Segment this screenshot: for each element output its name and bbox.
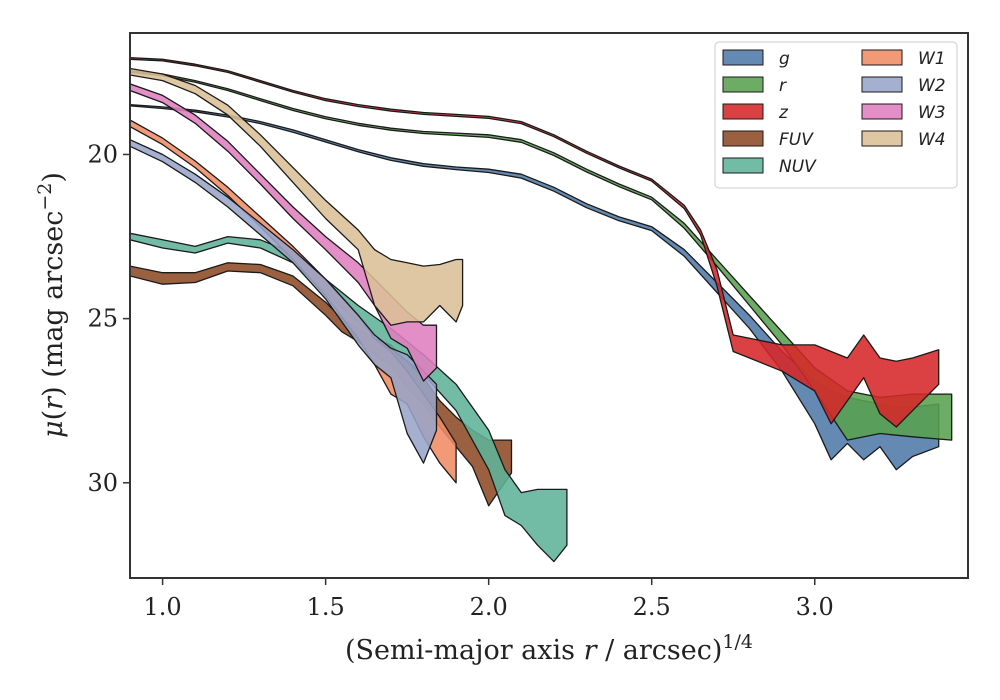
band-FUV xyxy=(130,262,513,507)
band-W4 xyxy=(130,67,464,326)
legend-swatch-g xyxy=(722,49,764,66)
legend-swatch-FUV xyxy=(722,130,764,147)
band-W3 xyxy=(130,83,438,382)
y-tick-label: 25 xyxy=(87,305,118,333)
legend-swatch-W3 xyxy=(861,103,903,120)
band-z xyxy=(130,56,940,428)
legend-label-W4: W4 xyxy=(918,130,946,150)
legend-swatch-z xyxy=(722,103,764,120)
legend-label-NUV: NUV xyxy=(779,157,817,177)
band-r xyxy=(130,70,953,441)
x-tick-label: 2.5 xyxy=(633,593,671,621)
legend-swatch-W1 xyxy=(861,49,903,66)
legend-label-FUV: FUV xyxy=(779,130,814,150)
plot-frame xyxy=(129,32,969,579)
legend-label-g: g xyxy=(779,49,790,69)
legend-swatch-W2 xyxy=(861,76,903,93)
legend-swatch-W4 xyxy=(861,130,903,147)
band-W2 xyxy=(130,139,438,464)
x-tick-label: 3.0 xyxy=(796,593,834,621)
x-tick-label: 1.5 xyxy=(307,593,345,621)
y-tick-label: 30 xyxy=(87,469,118,497)
series-bands xyxy=(130,56,953,563)
legend-label-r: r xyxy=(779,76,787,96)
legend-swatch-r xyxy=(722,76,764,93)
y-axis-ticks: 20 25 30 xyxy=(87,140,130,497)
legend-label-W3: W3 xyxy=(918,103,946,123)
legend-label-W1: W1 xyxy=(918,49,946,69)
legend-label-W2: W2 xyxy=(918,76,946,96)
x-tick-label: 2.0 xyxy=(470,593,508,621)
legend: grz FUV NUV W1 W2 W3 W4 xyxy=(714,41,958,189)
y-tick-label: 20 xyxy=(87,140,118,168)
x-tick-label: 1.0 xyxy=(144,593,182,621)
x-axis-ticks: 1.0 1.5 2.0 2.5 3.0 xyxy=(144,578,834,621)
legend-swatch-NUV xyxy=(722,157,764,174)
y-axis-label: μ(r) (mag arcsec−2) xyxy=(34,172,69,438)
legend-label-z: z xyxy=(778,103,789,123)
x-axis-label: (Semi-major axis r / arcsec)1/4 xyxy=(345,631,753,666)
